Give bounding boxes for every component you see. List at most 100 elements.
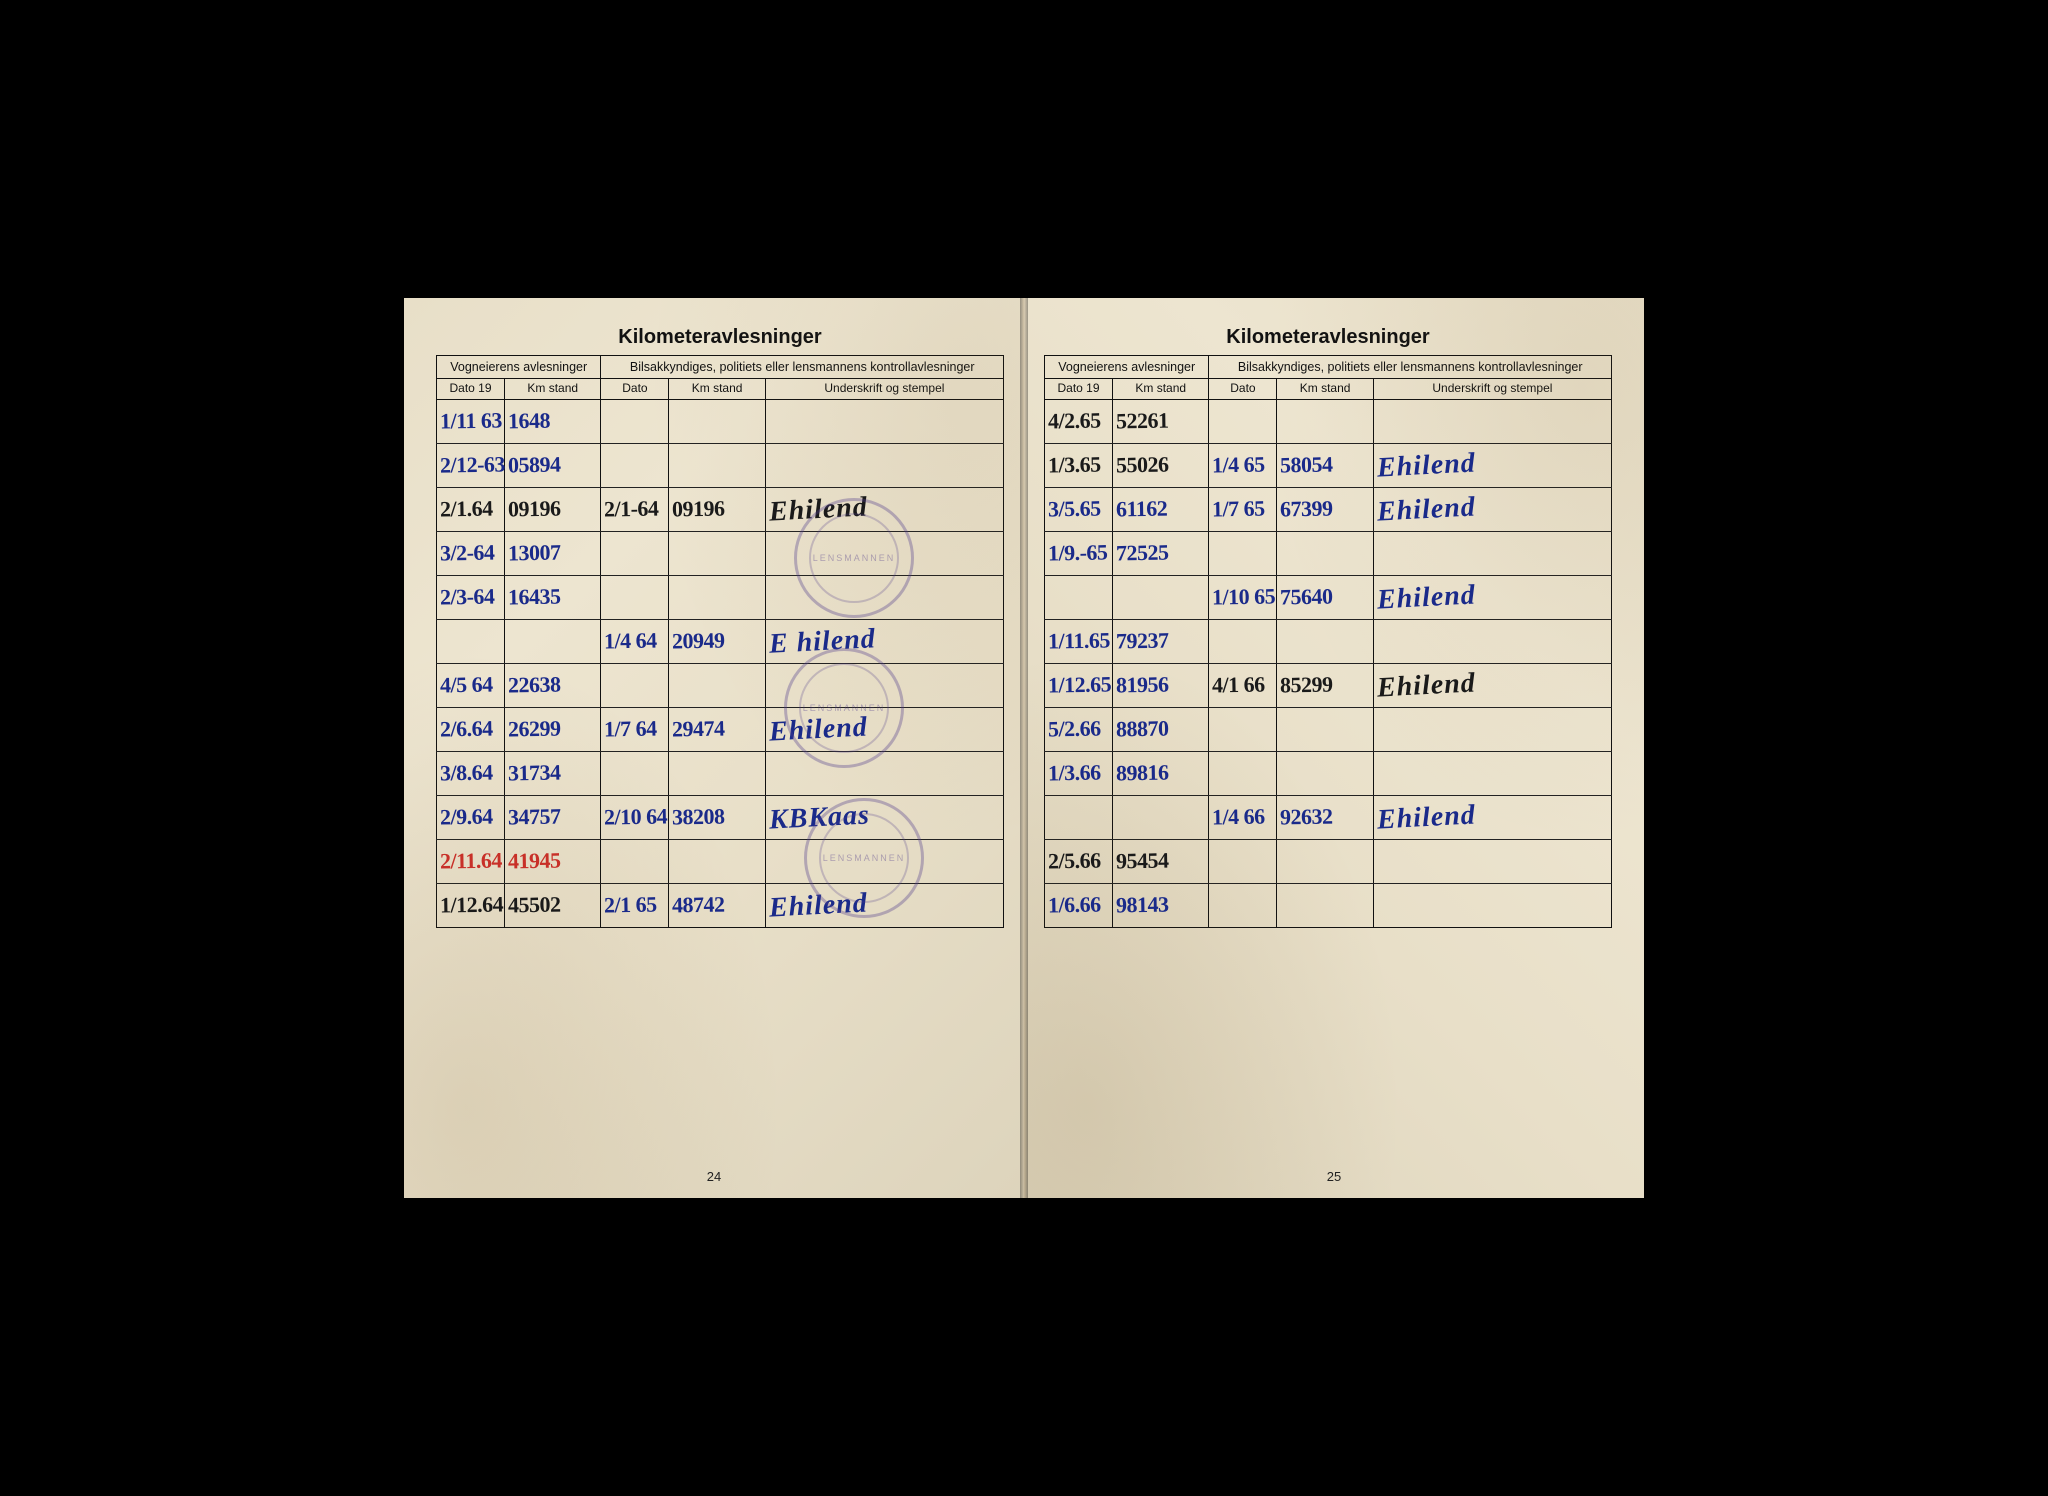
control-km-cell: 38208 [669,796,765,840]
owner-date-cell: 1/3.66 [1045,752,1113,796]
owner-date: 4/2.65 [1048,410,1101,433]
control-km-cell [1277,752,1373,796]
header-km: Km stand [1113,379,1209,400]
owner-date: 2/1.64 [440,498,493,521]
table-header: Vogneierens avlesninger Bilsakkyndiges, … [1045,356,1612,400]
owner-date: 2/11.64 [440,850,502,873]
logbook: Kilometeravlesninger Vogneierens avlesni… [404,298,1644,1198]
control-km: 75640 [1280,586,1333,609]
readings-table-left: Vogneierens avlesninger Bilsakkyndiges, … [436,355,1004,928]
table-row: 2/12-6305894 [437,444,1004,488]
signature-cell [1373,840,1611,884]
control-date-cell [601,532,669,576]
header-km2: Km stand [1277,379,1373,400]
header-owner-group: Vogneierens avlesninger [1045,356,1209,379]
page-left: Kilometeravlesninger Vogneierens avlesni… [404,298,1024,1198]
control-km-cell [669,576,765,620]
control-date-cell: 4/1 66 [1209,664,1277,708]
owner-date-cell: 1/11 63 [437,400,505,444]
signature: Ehilend [1376,669,1476,702]
control-date-cell [601,400,669,444]
header-control-group: Bilsakkyndiges, politiets eller lensmann… [601,356,1004,379]
control-km-cell [669,400,765,444]
control-km: 67399 [1280,498,1333,521]
owner-km-cell [1113,576,1209,620]
table-row: 2/3-6416435 [437,576,1004,620]
owner-date: 1/9.-65 [1048,542,1108,565]
control-date: 1/10 65 [1212,586,1275,609]
owner-km-cell: 1648 [505,400,601,444]
table-row: 4/2.65 52261 [1045,400,1612,444]
owner-km-cell: 41945 [505,840,601,884]
owner-date: 5/2.66 [1048,718,1101,741]
owner-date-cell: 1/3.65 [1045,444,1113,488]
control-date: 1/4 65 [1212,454,1265,477]
signature: Ehilend [1376,493,1476,526]
table-row: 1/12.64455022/1 6548742Ehilend [437,884,1004,928]
owner-date-cell: 3/2-64 [437,532,505,576]
signature-cell: Ehilend [1373,796,1611,840]
owner-km-cell: 72525 [1113,532,1209,576]
signature-cell [765,752,1003,796]
control-km-cell: 92632 [1277,796,1373,840]
table-row: 1/3.65550261/4 6558054Ehilend [1045,444,1612,488]
control-date-cell: 1/4 64 [601,620,669,664]
table-row: 1/6.6698143 [1045,884,1612,928]
header-dato: Dato 19 [1045,379,1113,400]
control-date: 2/1-64 [604,498,659,521]
owner-km: 52261 [1116,410,1169,433]
signature: Ehilend [1376,581,1476,614]
signature-cell [1373,752,1611,796]
owner-date: 1/12.64 [440,894,503,917]
control-km-cell: 75640 [1277,576,1373,620]
table-row: 1/4 6420949E hilend [437,620,1004,664]
signature-cell: Ehilend [1373,664,1611,708]
table-row: 1/10 6575640 Ehilend [1045,576,1612,620]
owner-date: 1/11.65 [1048,630,1110,653]
owner-date-cell: 1/12.65 [1045,664,1113,708]
table-row: 2/6.64262991/7 6429474Ehilend [437,708,1004,752]
owner-km-cell: 09196 [505,488,601,532]
table-row: 2/1.64091962/1-6409196Ehilend [437,488,1004,532]
control-date-cell [601,576,669,620]
owner-km-cell: 22638 [505,664,601,708]
owner-km-cell [1113,796,1209,840]
header-dato2: Dato [1209,379,1277,400]
owner-date-cell: 1/12.64 [437,884,505,928]
header-km: Km stand [505,379,601,400]
control-km-cell [669,840,765,884]
control-km-cell: 58054 [1277,444,1373,488]
owner-date-cell: 2/11.64 [437,840,505,884]
table-row: 5/2.6688870 [1045,708,1612,752]
table-row: 4/5 6422638 [437,664,1004,708]
control-date: 2/1 65 [604,894,657,917]
owner-date-cell: 2/6.64 [437,708,505,752]
header-dato: Dato 19 [437,379,505,400]
control-km-cell [1277,620,1373,664]
control-date-cell: 1/4 66 [1209,796,1277,840]
control-km-cell [669,444,765,488]
owner-km: 34757 [508,806,561,829]
owner-date: 1/11 63 [440,410,502,433]
owner-date: 1/12.65 [1048,674,1111,697]
signature-cell: Ehilend [1373,488,1611,532]
owner-date: 1/3.65 [1048,454,1101,477]
table-row: 1/3.6689816 [1045,752,1612,796]
owner-date-cell: 1/6.66 [1045,884,1113,928]
control-km-cell [669,664,765,708]
control-km: 92632 [1280,806,1333,829]
table-row: 2/11.6441945 [437,840,1004,884]
table-row: 1/11.6579237 [1045,620,1612,664]
control-date-cell [1209,840,1277,884]
control-km-cell: 29474 [669,708,765,752]
control-date-cell [1209,884,1277,928]
owner-date-cell [437,620,505,664]
page-title-left: Kilometeravlesninger [436,326,1004,349]
owner-km: 22638 [508,674,561,697]
table-row: 1/12.65819564/1 6685299Ehilend [1045,664,1612,708]
control-km: 09196 [672,498,725,521]
owner-date-cell: 2/9.64 [437,796,505,840]
signature-cell: Ehilend [765,488,1003,532]
owner-km-cell [505,620,601,664]
signature-cell [1373,620,1611,664]
